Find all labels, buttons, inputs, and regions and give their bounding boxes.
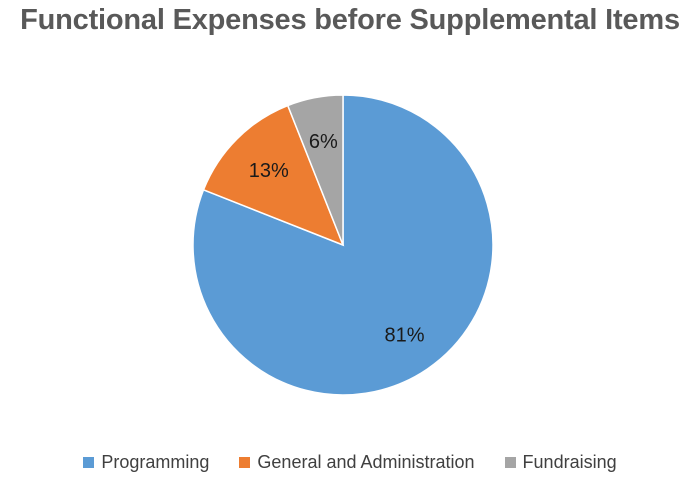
legend-item-general-and-administration: General and Administration xyxy=(239,452,475,473)
legend: Programming General and Administration F… xyxy=(0,452,700,473)
chart-title: Functional Expenses before Supplemental … xyxy=(20,4,680,36)
pie-slice-general-and-administration xyxy=(202,104,345,247)
legend-label-programming: Programming xyxy=(101,452,210,472)
data-label-fundraising: 6% xyxy=(309,131,338,153)
legend-label-fundraising: Fundraising xyxy=(522,452,617,472)
legend-swatch-fundraising xyxy=(504,457,516,468)
legend-swatch-programming xyxy=(83,457,95,468)
data-label-general-and-administration: 13% xyxy=(249,160,289,182)
data-label-programming: 81% xyxy=(385,325,425,347)
legend-item-programming: Programming xyxy=(83,452,209,473)
legend-swatch-general-and-administration xyxy=(239,457,251,468)
pie-slice-fundraising xyxy=(286,94,344,246)
legend-label-general-and-administration: General and Administration xyxy=(257,452,475,472)
legend-item-fundraising: Fundraising xyxy=(504,452,617,473)
